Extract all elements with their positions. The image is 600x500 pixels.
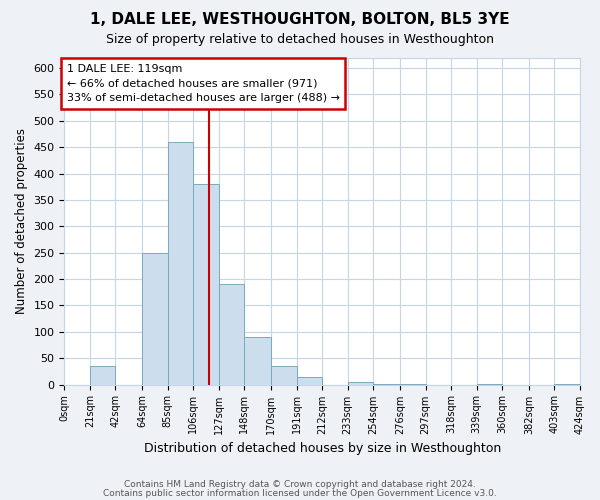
Bar [193,184,219,384]
Text: Contains HM Land Registry data © Crown copyright and database right 2024.: Contains HM Land Registry data © Crown c… [124,480,476,489]
Bar [271,366,296,384]
Text: Contains public sector information licensed under the Open Government Licence v3: Contains public sector information licen… [103,489,497,498]
Bar [244,337,271,384]
Bar [168,142,193,384]
Bar [348,382,373,384]
Bar [296,376,322,384]
Text: Size of property relative to detached houses in Westhoughton: Size of property relative to detached ho… [106,32,494,46]
Y-axis label: Number of detached properties: Number of detached properties [15,128,28,314]
Bar [219,284,244,384]
Bar [90,366,115,384]
Bar [142,252,168,384]
Text: 1, DALE LEE, WESTHOUGHTON, BOLTON, BL5 3YE: 1, DALE LEE, WESTHOUGHTON, BOLTON, BL5 3… [90,12,510,28]
X-axis label: Distribution of detached houses by size in Westhoughton: Distribution of detached houses by size … [143,442,501,455]
Text: 1 DALE LEE: 119sqm
← 66% of detached houses are smaller (971)
33% of semi-detach: 1 DALE LEE: 119sqm ← 66% of detached hou… [67,64,340,104]
